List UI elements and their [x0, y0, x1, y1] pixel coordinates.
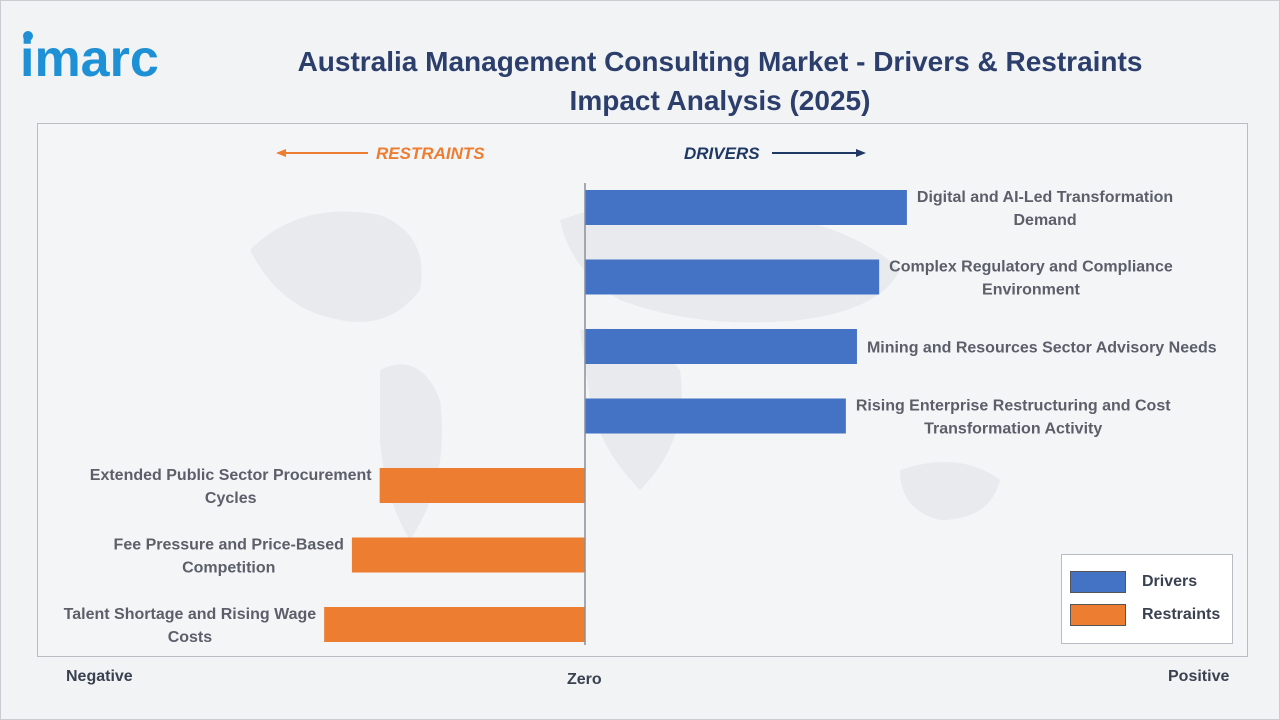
bar-label-line: Transformation Activity: [924, 421, 1102, 438]
bar-label-line: Mining and Resources Sector Advisory Nee…: [867, 340, 1217, 357]
imarc-logo: imarc: [20, 30, 159, 88]
bars-group: [324, 190, 907, 642]
bar-label-line: Complex Regulatory and Compliance: [889, 259, 1173, 276]
bar-label-line: Rising Enterprise Restructuring and Cost: [856, 398, 1171, 415]
axis-label-negative: Negative: [66, 668, 133, 685]
chart-title: Australia Management Consulting Market -…: [250, 42, 1190, 120]
bar-label-line: Demand: [1013, 212, 1076, 229]
bar-label-4: Extended Public Sector Procurement Cycles: [90, 467, 373, 507]
world-map-watermark: [250, 202, 1000, 540]
restraints-arrow-head: [276, 149, 286, 157]
legend: Drivers Restraints: [1061, 554, 1233, 644]
bar-label-2: Mining and Resources Sector Advisory Nee…: [867, 340, 1217, 357]
title-line-1: Australia Management Consulting Market -…: [297, 46, 1143, 77]
logo-text: imarc: [20, 30, 159, 88]
bar-restraints-6: [324, 607, 585, 642]
legend-swatch-restraints: [1070, 604, 1126, 626]
drivers-direction-label: DRIVERS: [684, 144, 760, 163]
bar-label-line: Cycles: [205, 490, 257, 507]
bar-label-line: Extended Public Sector Procurement: [90, 467, 373, 484]
title-line-2: Impact Analysis (2025): [569, 85, 871, 116]
bar-label-line: Fee Pressure and Price-Based: [114, 537, 344, 554]
bar-label-0: Digital and AI-Led Transformation Demand: [917, 189, 1173, 229]
bar-drivers-3: [585, 398, 846, 434]
bar-label-line: Environment: [982, 282, 1080, 299]
drivers-arrow-head: [856, 149, 866, 157]
legend-item-restraints: Restraints: [1070, 604, 1220, 626]
bar-label-3: Rising Enterprise Restructuring and Cost…: [856, 398, 1171, 438]
axis-label-zero: Zero: [567, 671, 602, 688]
legend-label-restraints: Restraints: [1142, 606, 1221, 623]
bar-label-1: Complex Regulatory and Compliance Environ…: [889, 259, 1173, 299]
restraints-direction-label: RESTRAINTS: [376, 144, 485, 163]
bar-drivers-1: [585, 259, 880, 295]
bar-restraints-4: [379, 468, 585, 503]
legend-item-drivers: Drivers: [1070, 571, 1197, 593]
bar-label-line: Competition: [182, 560, 275, 577]
bar-label-line: Costs: [168, 629, 213, 646]
bar-drivers-0: [585, 190, 907, 225]
bar-label-line: Talent Shortage and Rising Wage: [64, 606, 317, 623]
bar-label-5: Fee Pressure and Price-Based Competition: [114, 537, 344, 577]
bar-label-line: Digital and AI-Led Transformation: [917, 189, 1173, 206]
axis-label-positive: Positive: [1168, 668, 1230, 685]
legend-swatch-drivers: [1070, 571, 1126, 593]
bar-labels-group: Digital and AI-Led Transformation Demand C…: [64, 189, 1217, 646]
legend-label-drivers: Drivers: [1142, 573, 1198, 590]
bar-drivers-2: [585, 329, 857, 364]
bar-restraints-5: [351, 537, 585, 573]
bar-label-6: Talent Shortage and Rising Wage Costs: [64, 606, 317, 646]
